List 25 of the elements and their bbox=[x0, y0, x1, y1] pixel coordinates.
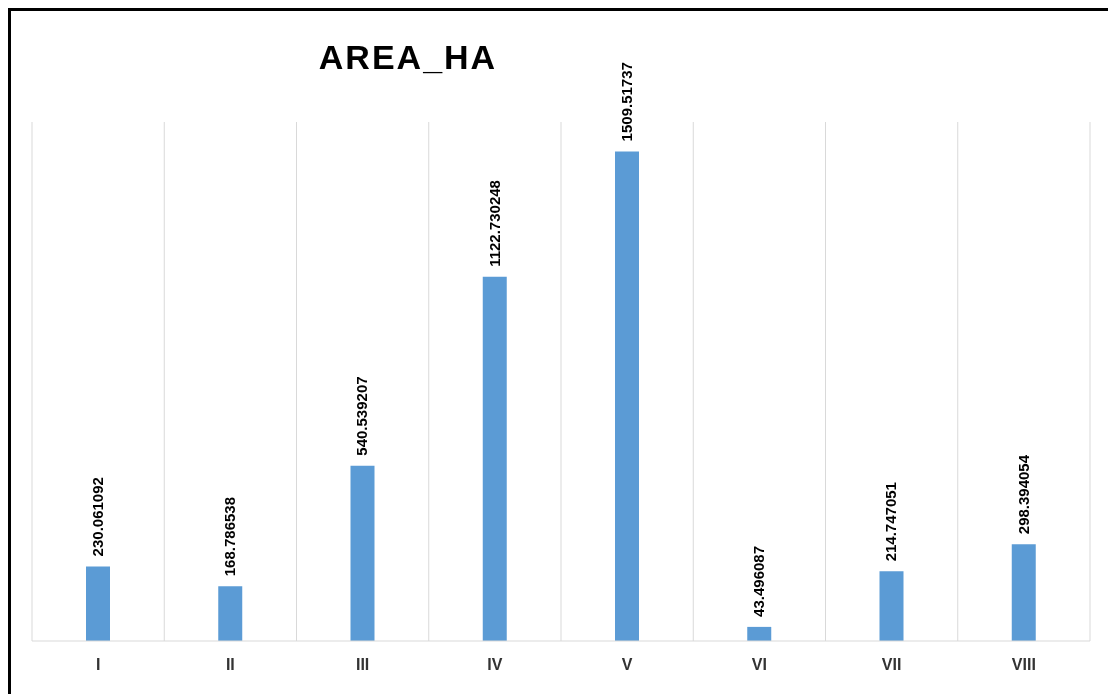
x-tick-label: II bbox=[225, 656, 235, 674]
data-label: 214.747051 bbox=[882, 482, 900, 562]
x-tick-label: VI bbox=[751, 656, 767, 674]
x-tick-label: VII bbox=[881, 656, 902, 674]
bar bbox=[218, 586, 243, 641]
x-tick-label: VIII bbox=[1011, 656, 1036, 674]
bar bbox=[615, 151, 639, 641]
bar bbox=[1011, 544, 1036, 641]
x-tick-label: V bbox=[621, 656, 633, 674]
data-label: 230.061092 bbox=[89, 477, 106, 557]
data-label: 1509.51737 bbox=[618, 62, 635, 142]
bar bbox=[482, 276, 507, 641]
chart-title: AREA_HA bbox=[317, 38, 499, 77]
x-tick-label: I bbox=[95, 656, 101, 674]
bar bbox=[350, 465, 375, 641]
data-label: 43.496087 bbox=[750, 545, 768, 617]
x-tick-label: III bbox=[355, 656, 370, 674]
data-label: 540.539207 bbox=[353, 376, 371, 456]
bar bbox=[879, 571, 904, 641]
data-label: 1122.730248 bbox=[485, 180, 503, 267]
data-label: 298.394054 bbox=[1014, 454, 1032, 535]
data-label: 168.786538 bbox=[221, 497, 239, 577]
bar bbox=[747, 626, 772, 641]
x-tick-label: IV bbox=[487, 656, 503, 674]
bar bbox=[86, 566, 110, 641]
